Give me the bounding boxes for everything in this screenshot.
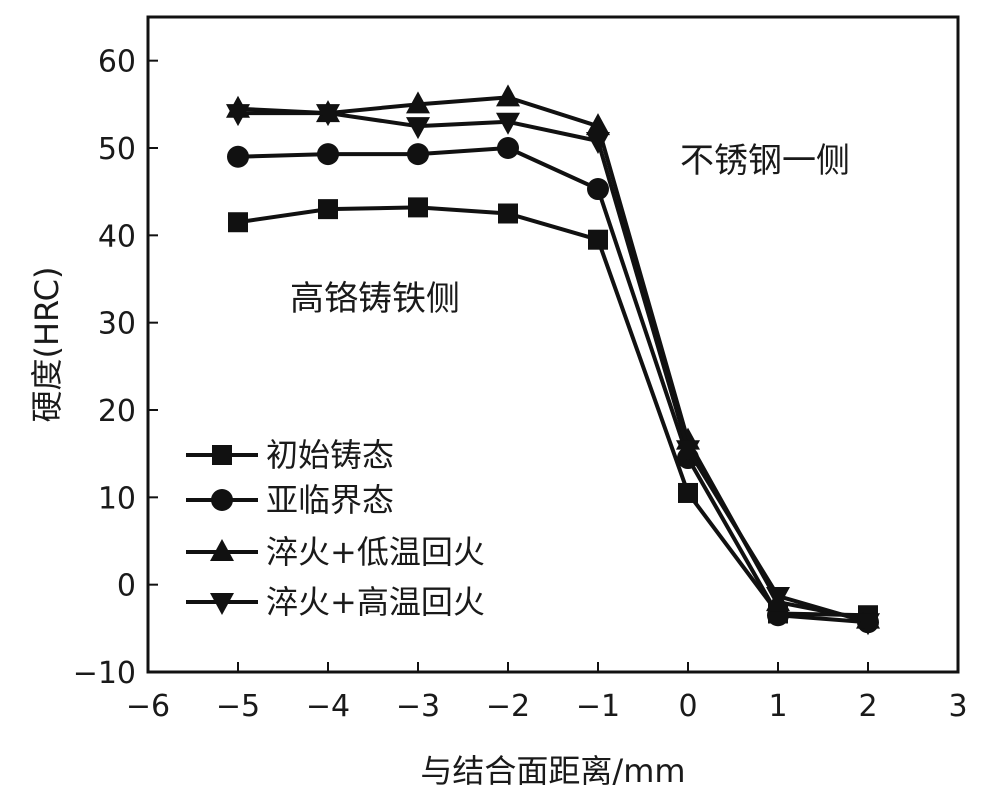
y-tick-label: 10 [98,481,136,516]
triangle-down-marker [406,117,430,140]
circle-marker [211,489,233,511]
triangle-down-marker [586,132,610,155]
x-tick-label: 3 [948,689,967,724]
legend-item: 淬火+高温回火 [186,583,485,621]
series-line [237,146,869,625]
x-tick-label: −5 [216,689,260,724]
triangle-up-marker [406,91,430,114]
y-tick-label: 60 [98,45,136,80]
x-tick-label: −6 [126,689,170,724]
x-tick-label: −3 [396,689,440,724]
legend-item: 淬火+低温回火 [186,533,485,571]
triangle-up-marker [210,539,234,561]
triangle-up-marker [496,84,520,107]
legend-label: 初始铸态 [266,436,394,474]
square-marker [498,203,518,224]
circle-marker [497,137,519,159]
square-marker [408,197,428,218]
x-tick-label: −2 [486,689,530,724]
x-tick-label: 1 [768,689,787,724]
annotation-stainless-side: 不锈钢一侧 [680,141,850,181]
series-line [237,205,869,618]
triangle-down-marker [856,613,880,636]
triangle-down-marker [496,112,520,135]
square-marker [212,445,232,465]
circle-marker [407,143,429,166]
triangle-down-marker [676,440,700,463]
y-tick-label: 0 [117,569,136,604]
legend-label: 淬火+高温回火 [266,583,485,621]
y-tick-label: −10 [73,656,136,691]
triangle-down-marker [316,104,340,127]
series-4 [226,104,880,636]
triangle-down-marker [226,104,250,127]
circle-marker [587,178,609,201]
legend-label: 淬火+低温回火 [266,533,485,571]
plot-frame [146,15,960,674]
triangle-up-marker [586,113,610,136]
square-marker [588,229,608,250]
series-line [238,111,869,625]
legend-label: 亚临界态 [266,481,394,519]
square-marker [678,482,698,503]
x-tick-label: −4 [306,689,350,724]
triangle-down-marker [766,587,790,610]
y-tick-label: 20 [98,394,136,429]
legend-item: 亚临界态 [186,481,394,519]
x-tick-label: 0 [678,689,697,724]
circle-marker [317,143,339,166]
y-tick-label: 50 [98,132,136,167]
triangle-down-marker [210,593,234,615]
y-axis-label: 硬度(HRC) [28,266,66,422]
y-tick-label: 40 [98,219,136,254]
x-tick-label: −1 [576,689,620,724]
circle-marker [227,145,249,168]
square-marker [228,212,248,233]
y-tick-label: 30 [98,307,136,342]
series-layer [226,84,880,636]
square-marker [318,199,338,220]
x-axis-label: 与结合面距离/mm [420,752,685,790]
annotation-high-chromium-side: 高铬铸铁侧 [290,279,460,319]
x-tick-label: 2 [858,689,877,724]
legend-item: 初始铸态 [186,436,394,474]
